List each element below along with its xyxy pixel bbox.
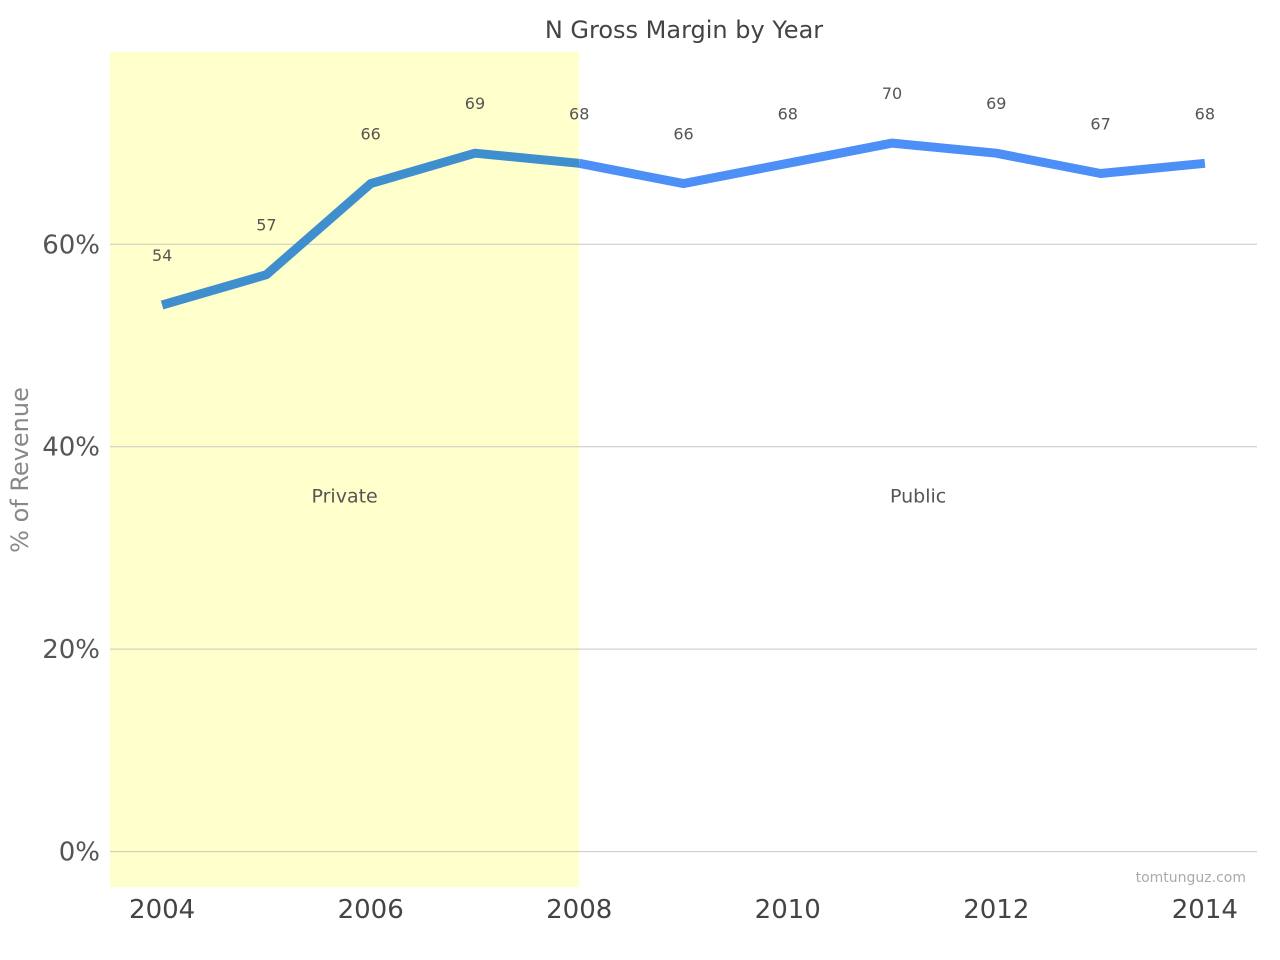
data-label: 69 bbox=[986, 94, 1006, 113]
series-line-public bbox=[578, 138, 1206, 189]
data-label: 66 bbox=[361, 125, 381, 144]
data-label: 69 bbox=[465, 94, 485, 113]
region-public bbox=[579, 52, 1257, 887]
x-tick-label: 2010 bbox=[755, 895, 821, 925]
x-tick-label: 2014 bbox=[1172, 895, 1238, 925]
x-tick-label: 2006 bbox=[338, 895, 404, 925]
data-label: 57 bbox=[256, 216, 276, 235]
data-label: 67 bbox=[1090, 114, 1110, 133]
y-tick-label: 0% bbox=[59, 838, 100, 868]
x-tick-label: 2008 bbox=[546, 895, 612, 925]
y-axis-label: % of Revenue bbox=[6, 387, 34, 553]
data-label: 68 bbox=[569, 104, 589, 123]
chart-title: N Gross Margin by Year bbox=[545, 16, 823, 44]
credit-text: tomtunguz.com bbox=[1136, 870, 1246, 886]
axis-ticks: 0% 20% 40% 60% 2004 2006 2008 2010 2012 2014 bbox=[42, 230, 1238, 925]
y-tick-label: 60% bbox=[42, 230, 100, 260]
series-line-private bbox=[160, 148, 580, 310]
data-labels: 54 57 66 69 68 66 68 70 69 67 68 bbox=[152, 84, 1215, 265]
region-label-private: Private bbox=[311, 485, 377, 507]
region-label-public: Public bbox=[890, 485, 946, 507]
shaded-regions: Private Public bbox=[110, 52, 1257, 887]
region-private bbox=[110, 52, 580, 887]
x-tick-label: 2012 bbox=[963, 895, 1029, 925]
data-label: 68 bbox=[1195, 104, 1215, 123]
y-tick-label: 20% bbox=[42, 635, 100, 665]
data-label: 68 bbox=[778, 104, 798, 123]
data-label: 66 bbox=[673, 125, 693, 144]
data-label: 54 bbox=[152, 246, 172, 265]
x-tick-label: 2004 bbox=[129, 895, 195, 925]
data-label: 70 bbox=[882, 84, 902, 103]
series-line bbox=[160, 138, 1206, 310]
y-tick-label: 40% bbox=[42, 433, 100, 463]
